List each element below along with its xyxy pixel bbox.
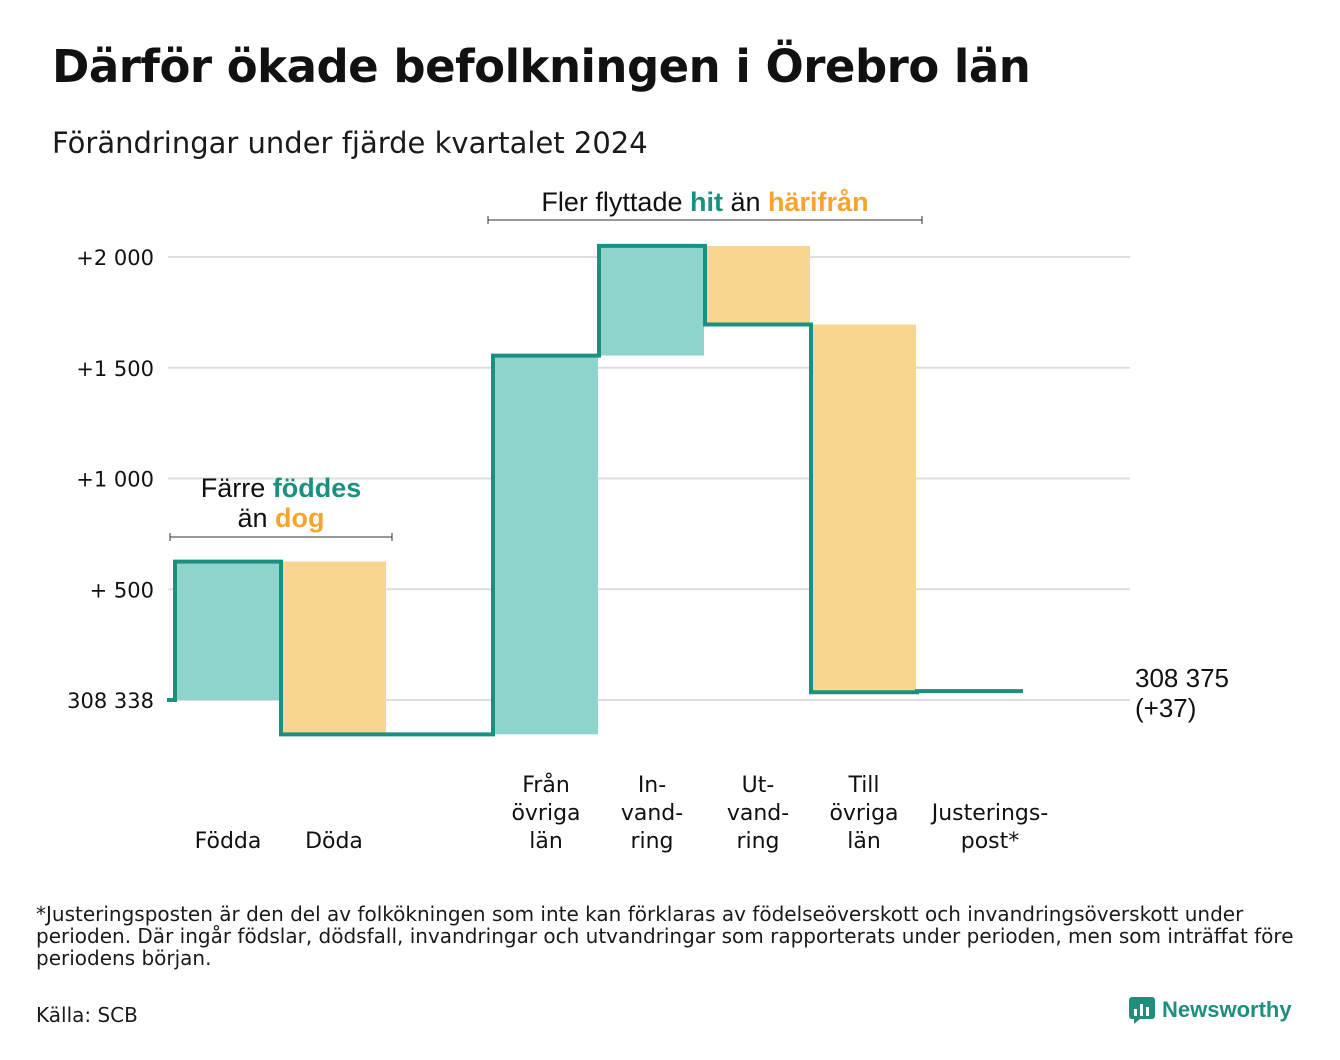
bar-decrease	[812, 324, 916, 693]
x-tick-label: Till	[847, 773, 879, 798]
y-tick-label: +1 000	[76, 468, 154, 492]
y-tick-label: +2 000	[76, 246, 154, 270]
end-value-text: 308 375	[1135, 663, 1229, 693]
x-tick-label: Justerings-	[930, 801, 1049, 826]
chart-subtitle: Förändringar under fjärde kvartalet 2024	[52, 126, 648, 160]
bar-decrease	[706, 245, 810, 325]
end-value-text: (+37)	[1135, 693, 1196, 723]
x-tick-label: län	[529, 829, 563, 854]
footnote: *Justeringsposten är den del av folkökni…	[36, 902, 1294, 970]
y-tick-label: 308 338	[67, 689, 154, 713]
y-axis-labels: 308 338 + 500 +1 000 +1 500 +2 000	[67, 246, 154, 713]
bar-decrease	[282, 561, 386, 735]
annotation-text: Färre föddes	[201, 473, 362, 503]
bars	[176, 245, 916, 735]
x-tick-label: ring	[630, 829, 673, 854]
x-axis-labels: Födda Döda Från övriga län In-vand-ring Ut-van…	[195, 772, 1049, 854]
x-tick-label: Döda	[305, 829, 363, 854]
source: Källa: SCB	[36, 1003, 138, 1027]
bar-increase	[176, 561, 280, 700]
brand-logo: Newsworthy	[1128, 996, 1292, 1024]
x-tick-label: post*	[961, 829, 1020, 854]
bar-increase	[600, 245, 704, 356]
x-tick-label: ring	[736, 829, 779, 854]
step-line	[167, 243, 1023, 737]
chart-title: Därför ökade befolkningen i Örebro län	[52, 40, 1031, 93]
waterfall-chart: 308 338 + 500 +1 000 +1 500 +2 000 Födda Döda…	[67, 187, 1229, 854]
y-tick-label: +1 500	[76, 357, 154, 381]
annotation-text: än dog	[237, 503, 324, 533]
brand-name: Newsworthy	[1162, 997, 1292, 1022]
bar-increase	[494, 355, 598, 735]
x-tick-label: Från	[522, 772, 570, 798]
x-tick-label: övriga	[511, 801, 580, 826]
series-line	[167, 243, 1023, 737]
end-value-label: 308 375(+37)	[1135, 663, 1229, 723]
x-tick-label: Födda	[195, 829, 262, 854]
x-tick-label: In-	[638, 773, 666, 798]
newsworthy-logo-icon	[1129, 997, 1155, 1024]
x-tick-label: län	[847, 829, 881, 854]
annotation-text: Fler flyttade hit än härifrån	[541, 187, 868, 217]
x-tick-label: vand-	[727, 801, 789, 826]
x-tick-label: Ut-	[742, 773, 775, 798]
x-tick-label: övriga	[829, 801, 898, 826]
x-tick-label: vand-	[621, 801, 683, 826]
y-tick-label: + 500	[90, 578, 154, 602]
